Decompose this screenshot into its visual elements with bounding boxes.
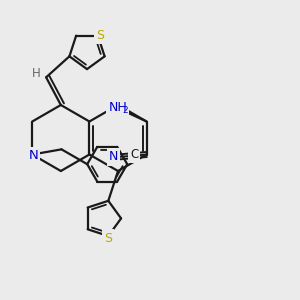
Text: H: H xyxy=(32,67,40,80)
Text: S: S xyxy=(104,232,112,244)
Text: N: N xyxy=(28,149,38,162)
Text: N: N xyxy=(109,150,118,164)
Text: NH: NH xyxy=(108,101,127,114)
Text: S: S xyxy=(96,29,104,42)
Text: 2: 2 xyxy=(122,106,128,115)
Text: O: O xyxy=(113,98,123,110)
Text: C: C xyxy=(130,148,138,161)
